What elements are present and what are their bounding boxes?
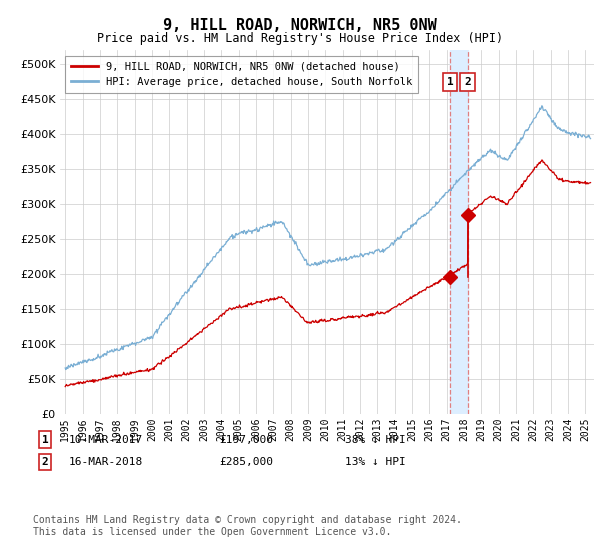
Text: 13% ↓ HPI: 13% ↓ HPI xyxy=(345,457,406,467)
Bar xyxy=(450,50,467,414)
Text: 10-MAR-2017: 10-MAR-2017 xyxy=(69,435,143,445)
Text: 9, HILL ROAD, NORWICH, NR5 0NW: 9, HILL ROAD, NORWICH, NR5 0NW xyxy=(163,18,437,32)
Text: Contains HM Land Registry data © Crown copyright and database right 2024.
This d: Contains HM Land Registry data © Crown c… xyxy=(33,515,462,537)
Text: 2: 2 xyxy=(464,77,471,87)
Text: 16-MAR-2018: 16-MAR-2018 xyxy=(69,457,143,467)
Text: 38% ↓ HPI: 38% ↓ HPI xyxy=(345,435,406,445)
Text: 2: 2 xyxy=(41,457,49,467)
Text: Price paid vs. HM Land Registry's House Price Index (HPI): Price paid vs. HM Land Registry's House … xyxy=(97,31,503,45)
Text: 1: 1 xyxy=(446,77,453,87)
Legend: 9, HILL ROAD, NORWICH, NR5 0NW (detached house), HPI: Average price, detached ho: 9, HILL ROAD, NORWICH, NR5 0NW (detached… xyxy=(65,55,418,94)
Text: 1: 1 xyxy=(41,435,49,445)
Text: £285,000: £285,000 xyxy=(219,457,273,467)
Text: £197,000: £197,000 xyxy=(219,435,273,445)
